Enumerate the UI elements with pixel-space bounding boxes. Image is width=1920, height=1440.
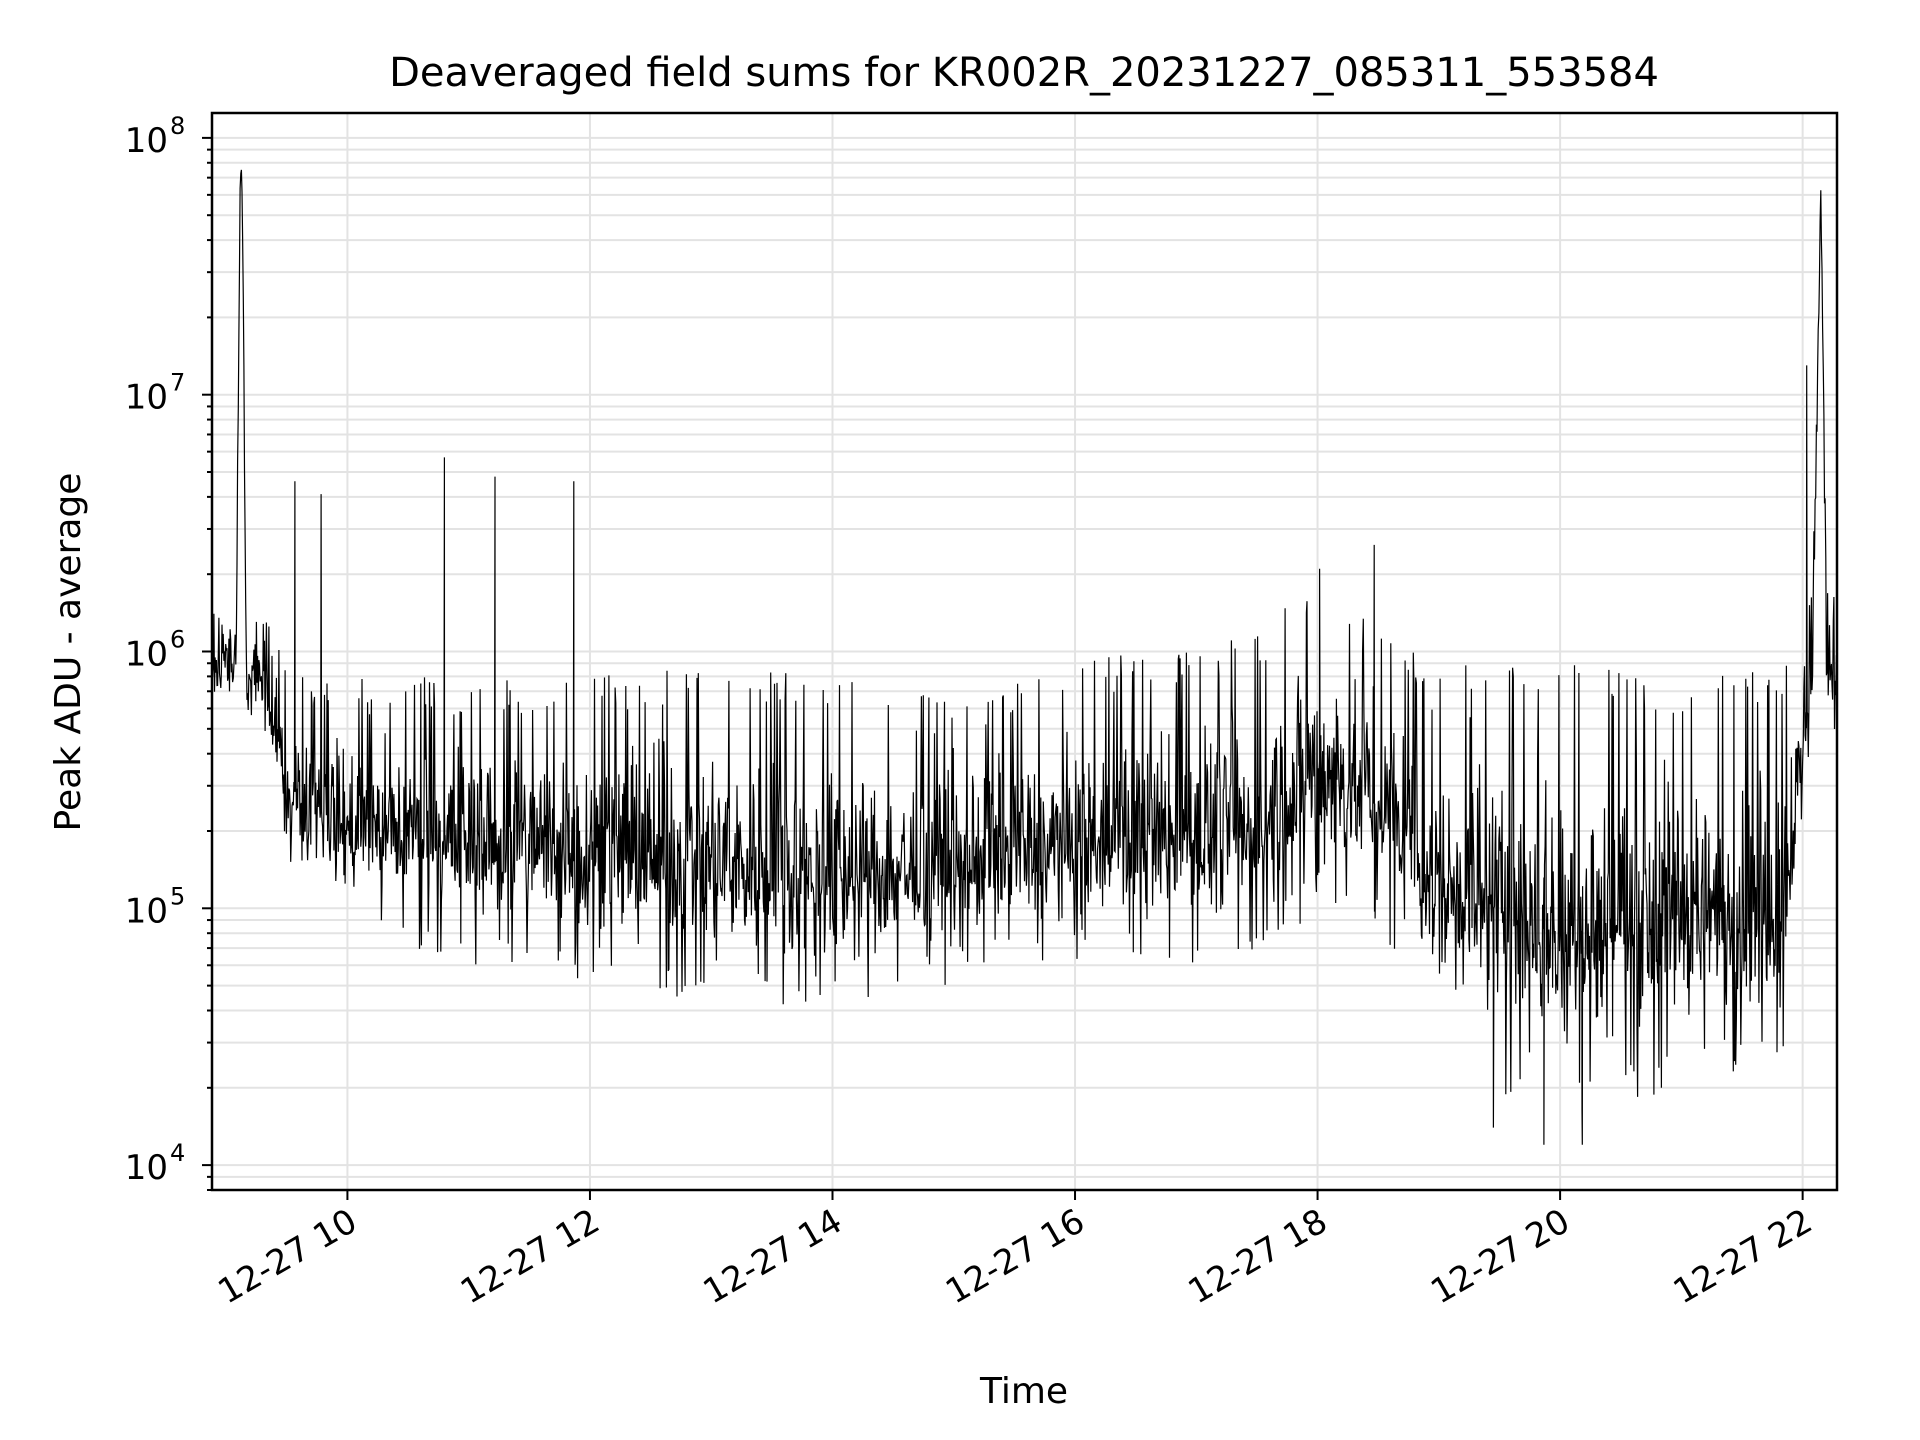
y-tick-label: 10 [125,121,168,161]
y-tick-exponent: 8 [170,112,185,140]
y-tick-exponent: 4 [170,1139,185,1167]
x-axis-label: Time [979,1371,1068,1412]
series-line [211,169,1838,1145]
y-tick-label: 10 [125,378,168,418]
y-tick-exponent: 7 [170,369,185,397]
series-path [211,169,1838,1145]
y-tick-exponent: 5 [170,882,185,910]
y-tick-exponent: 6 [170,626,185,654]
y-tick-label: 10 [125,891,168,931]
y-tick-label: 10 [125,1148,168,1188]
y-axis-label: Peak ADU - average [48,473,89,832]
chart-title: Deaveraged field sums for KR002R_2023122… [389,50,1659,96]
grid-lines [212,113,1837,1191]
y-tick-label: 10 [125,635,168,675]
